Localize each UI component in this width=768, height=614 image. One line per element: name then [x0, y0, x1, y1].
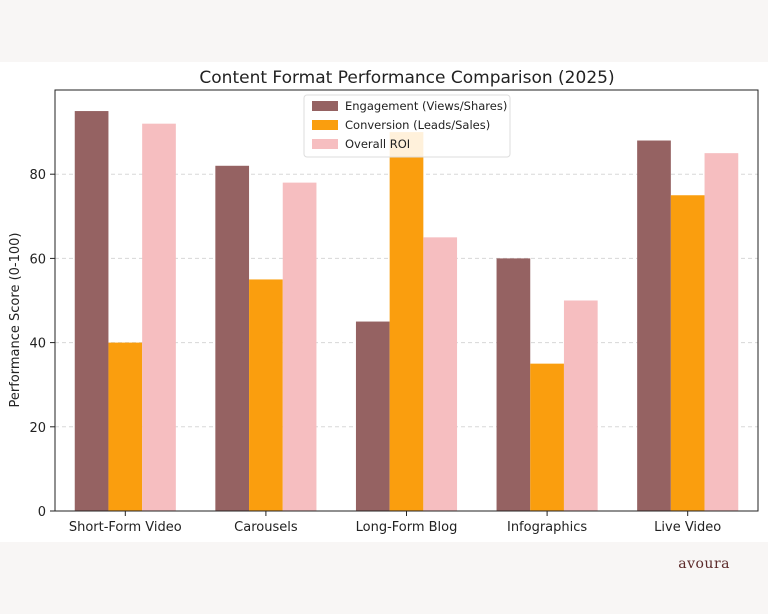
bar — [530, 363, 564, 511]
bottom-band — [0, 542, 768, 614]
bar — [389, 132, 424, 511]
bar — [108, 342, 143, 511]
bar — [637, 140, 671, 511]
legend-label: Conversion (Leads/Sales) — [345, 118, 490, 132]
legend-swatch — [312, 120, 338, 130]
y-tick-label: 0 — [38, 505, 46, 520]
y-tick-label: 40 — [29, 337, 46, 352]
top-band — [0, 0, 768, 62]
legend-swatch — [312, 139, 338, 149]
legend-box — [303, 94, 511, 158]
bar — [74, 111, 109, 512]
legend-swatch — [312, 101, 338, 111]
x-tick-label: Long-Form Blog — [356, 520, 458, 535]
x-tick-label: Infographics — [507, 520, 587, 535]
bar — [215, 165, 250, 511]
bar — [563, 300, 598, 511]
legend-label: Overall ROI — [345, 137, 410, 151]
bars — [74, 111, 739, 512]
y-tick-label: 20 — [29, 421, 46, 436]
brand-logo: avoura — [678, 556, 730, 572]
x-axis-ticks: Short-Form Video Carousels Long-Form Blog I… — [69, 511, 721, 535]
legend-label: Engagement (Views/Shares) — [345, 99, 507, 113]
bar — [670, 195, 705, 511]
y-tick-label: 80 — [29, 168, 46, 183]
y-axis-label: Performance Score (0-100) — [8, 233, 23, 408]
bar — [423, 237, 458, 511]
x-tick-label: Live Video — [654, 520, 721, 535]
bar — [249, 279, 283, 511]
bar — [142, 123, 176, 512]
y-tick-label: 60 — [29, 252, 46, 267]
y-axis-ticks: 0 20 40 60 80 — [29, 168, 55, 520]
x-tick-label: Carousels — [234, 520, 298, 535]
legend: Engagement (Views/Shares) Conversion (Lea… — [303, 94, 511, 158]
chart-title: Content Format Performance Comparison (2… — [199, 68, 614, 88]
bar — [355, 321, 390, 511]
bar — [704, 153, 739, 511]
bar — [282, 182, 317, 511]
bar — [496, 258, 531, 511]
x-tick-label: Short-Form Video — [69, 520, 182, 535]
